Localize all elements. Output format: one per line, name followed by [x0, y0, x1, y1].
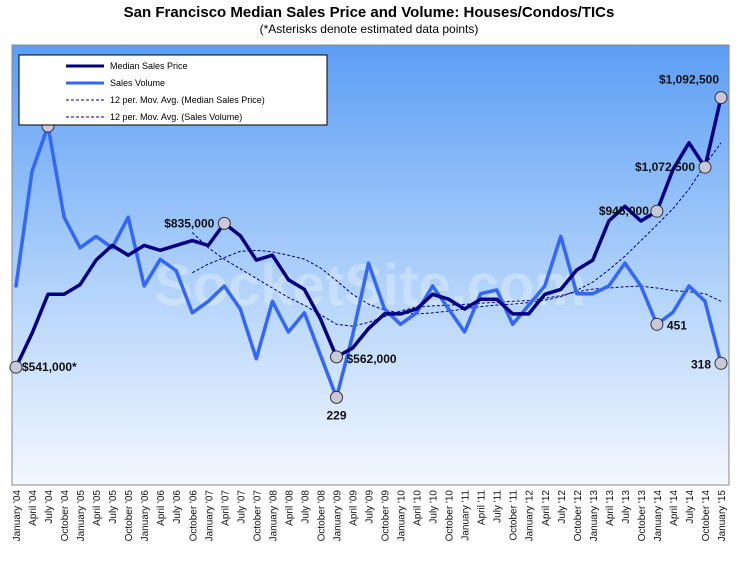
- x-tick-label: July '14: [685, 490, 696, 524]
- data-label: $1,092,500: [659, 73, 719, 87]
- x-tick-label: April '14: [669, 490, 680, 526]
- x-tick-label: January '13: [589, 490, 600, 542]
- legend-label: Sales Volume: [110, 78, 165, 88]
- x-tick-label: July '13: [621, 490, 632, 524]
- data-marker: [698, 160, 712, 174]
- x-tick-label: July '08: [300, 490, 311, 524]
- x-tick-label: April '12: [541, 490, 552, 526]
- x-tick-label: October '08: [316, 490, 327, 542]
- data-marker: [330, 350, 343, 364]
- x-tick-label: October '14: [701, 490, 712, 542]
- x-tick-label: April '07: [220, 490, 231, 526]
- x-tick-label: January '06: [140, 490, 151, 542]
- x-tick-label: April '10: [413, 490, 424, 526]
- x-tick-label: January '05: [76, 490, 87, 542]
- x-tick-label: January '10: [397, 490, 408, 542]
- x-tick-label: October '13: [637, 490, 648, 542]
- legend-label: 12 per. Mov. Avg. (Median Sales Price): [110, 95, 265, 105]
- x-tick-label: July '04: [44, 490, 55, 524]
- x-tick-label: January '14: [653, 490, 664, 542]
- x-tick-label: October '11: [509, 490, 520, 541]
- data-label: 318: [691, 357, 711, 371]
- x-tick-label: October '09: [381, 490, 392, 542]
- data-label: $541,000*: [22, 360, 77, 374]
- x-tick-label: April '13: [605, 490, 616, 526]
- x-tick-label: July '11: [493, 490, 504, 523]
- x-tick-label: October '06: [188, 490, 199, 542]
- x-tick-label: July '12: [557, 490, 568, 524]
- x-tick-label: April '04: [28, 490, 39, 526]
- data-label: $562,000: [347, 352, 397, 366]
- data-label: $945,000: [599, 204, 649, 218]
- legend-box: [18, 54, 328, 126]
- x-tick-label: April '08: [284, 490, 295, 526]
- data-marker: [330, 390, 343, 404]
- chart-title: San Francisco Median Sales Price and Vol…: [123, 4, 615, 21]
- data-marker: [9, 360, 23, 374]
- x-tick-label: January '12: [525, 490, 536, 542]
- chart-subtitle: (*Asterisks denote estimated data points…: [259, 22, 479, 36]
- x-tick-label: April '06: [156, 490, 167, 526]
- x-tick-label: October '04: [60, 490, 71, 542]
- data-label: $1,072,500: [635, 160, 695, 174]
- x-tick-label: October '10: [445, 490, 456, 542]
- x-tick-label: April '11: [477, 490, 488, 526]
- x-tick-label: July '10: [429, 490, 440, 524]
- data-marker: [714, 356, 728, 370]
- x-tick-label: January '07: [204, 490, 215, 542]
- x-tick-label: January '11: [461, 490, 472, 541]
- x-tick-label: July '09: [365, 490, 376, 524]
- sales-volume-line: [14, 124, 723, 400]
- data-label: 229: [326, 408, 346, 422]
- data-marker: [650, 204, 664, 218]
- x-tick-label: January '09: [333, 490, 344, 542]
- x-tick-label: October '05: [124, 490, 135, 542]
- x-tick-label: January '15: [717, 490, 728, 542]
- data-label: $835,000: [164, 216, 214, 230]
- x-tick-label: January '04: [12, 490, 23, 542]
- x-tick-label: July '07: [236, 490, 247, 524]
- data-marker: [714, 91, 728, 105]
- x-tick-label: October '07: [252, 490, 263, 542]
- median-price-line: [14, 95, 723, 369]
- data-marker: [650, 317, 664, 331]
- price-moving-average-line: [192, 142, 722, 315]
- data-marker: [217, 216, 231, 230]
- x-tick-label: July '06: [172, 490, 183, 524]
- legend-label: Median Sales Price: [110, 61, 188, 71]
- data-label: 451: [667, 318, 687, 332]
- x-tick-label: January '08: [268, 490, 279, 542]
- volume-moving-average-line: [191, 232, 722, 327]
- legend-label: 12 per. Mov. Avg. (Sales Volume): [110, 112, 242, 122]
- x-tick-label: October '12: [573, 490, 584, 542]
- x-tick-label: July '05: [108, 490, 119, 524]
- x-tick-label: April '05: [92, 490, 103, 526]
- x-tick-label: April '09: [349, 490, 360, 526]
